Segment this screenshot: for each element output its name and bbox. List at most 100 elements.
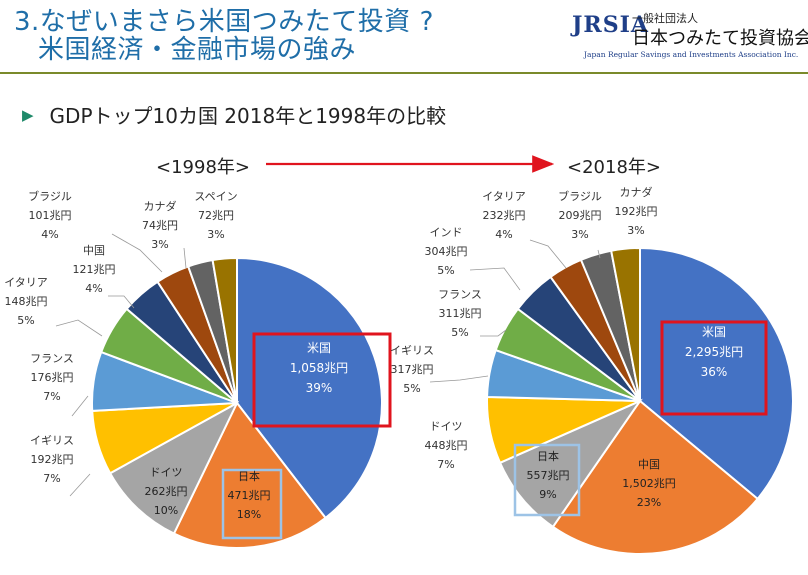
slice-label-name: 中国 <box>638 458 660 471</box>
leader-line <box>55 319 103 337</box>
slice-label-percent: 3% <box>207 228 224 241</box>
slice-label-percent: 36% <box>701 365 728 379</box>
leader-line <box>183 247 187 269</box>
pie-slice <box>639 246 794 501</box>
slice-label-name: イギリス <box>30 434 74 447</box>
leader-line <box>429 375 489 383</box>
slice-label-name: ブラジル <box>28 189 72 203</box>
leader-line <box>597 249 601 259</box>
slice-label-percent: 5% <box>451 326 468 339</box>
title-line-1: 3.なぜいまさら米国つみたて投資 ? <box>14 7 434 37</box>
pie-slice <box>551 399 760 555</box>
leader-line <box>480 329 507 337</box>
slice-label-name: 米国 <box>702 325 726 339</box>
slice-label-percent: 18% <box>237 508 261 521</box>
pie-slice <box>498 398 643 529</box>
slice-label-value: 471兆円 <box>228 489 271 502</box>
slice-label-value: 232兆円 <box>483 209 526 222</box>
slice-label-percent: 4% <box>41 228 58 241</box>
slice-label-name: フランス <box>30 352 74 365</box>
slice-label-name: スペイン <box>194 190 237 203</box>
slice-label-name: カナダ <box>620 185 653 199</box>
pie-slice <box>211 256 238 404</box>
slice-label-value: 74兆円 <box>142 219 178 232</box>
slice-label-name: インド <box>430 226 463 239</box>
slice-label-name: カナダ <box>144 199 177 213</box>
leader-line <box>71 395 89 417</box>
pie-slice <box>610 246 641 402</box>
slice-label-value: 1,502兆円 <box>622 477 676 490</box>
slice-label-percent: 5% <box>403 382 420 395</box>
slice-label-name: ドイツ <box>150 466 183 479</box>
slice-label-percent: 4% <box>85 282 102 295</box>
logo-org-name: 日本つみたて投資協会 <box>632 28 808 49</box>
pie-slice <box>172 401 327 549</box>
association-logo: JRSIA 一般社団法人 日本つみたて投資協会 Japan Regular Sa… <box>566 8 808 64</box>
leader-line <box>111 233 163 273</box>
bullet-triangle-icon: ▶ <box>22 105 34 124</box>
slice-label-value: 557兆円 <box>527 469 570 482</box>
page-title: 3.なぜいまさら米国つみたて投資 ? 米国経済・金融市場の強み <box>14 8 554 64</box>
slice-label-percent: 7% <box>43 472 60 485</box>
logo-mark: JRSIA <box>572 12 649 38</box>
slice-label-name: フランス <box>438 288 482 301</box>
slice-label-name: イタリア <box>482 190 526 203</box>
leader-line <box>529 239 567 269</box>
slice-label-percent: 23% <box>637 496 661 509</box>
slice-label-value: 148兆円 <box>5 295 48 308</box>
slice-label-percent: 7% <box>437 458 454 471</box>
slice-label-name: イギリス <box>390 344 434 357</box>
chart-title-2018: <2018年> <box>567 157 661 178</box>
slice-label-percent: 39% <box>306 381 333 395</box>
slice-label-percent: 7% <box>43 390 60 403</box>
slice-label-value: 192兆円 <box>31 453 74 466</box>
slide-subtitle: ▶ GDPトップ10カ国 2018年と1998年の比較 <box>22 100 446 129</box>
leader-line <box>108 295 135 309</box>
slice-label-value: 311兆円 <box>439 307 482 320</box>
slice-label-name: ブラジル <box>558 189 602 203</box>
logo-org-type: 一般社団法人 <box>632 12 698 25</box>
slice-label-percent: 5% <box>17 314 34 327</box>
slice-label-value: 121兆円 <box>73 263 116 276</box>
highlight-box-blue <box>513 443 581 517</box>
slice-label-name: 米国 <box>307 341 331 355</box>
slice-label-value: 304兆円 <box>425 245 468 258</box>
slice-label-percent: 3% <box>571 228 588 241</box>
leader-line <box>469 267 521 291</box>
title-divider <box>0 72 808 74</box>
slice-label-name: 日本 <box>537 449 559 463</box>
slice-label-value: 317兆円 <box>391 363 434 376</box>
slice-label-value: 72兆円 <box>198 209 234 222</box>
slice-label-value: 192兆円 <box>615 205 658 218</box>
pie-slice <box>108 400 240 535</box>
chart-title-1998: <1998年> <box>156 157 250 178</box>
slice-label-name: 日本 <box>238 469 260 483</box>
pie-chart-0: 米国 1,058兆円 39% 日本 471兆円 18% ドイツ 262兆円 10% イギリス 192… <box>4 189 392 549</box>
slice-label-percent: 3% <box>627 224 644 237</box>
slice-label-value: 101兆円 <box>29 209 72 222</box>
slice-label-value: 448兆円 <box>425 439 468 452</box>
slice-label-percent: 9% <box>539 488 556 501</box>
slice-label-value: 262兆円 <box>145 485 188 498</box>
logo-org-english: Japan Regular Savings and Investments As… <box>584 50 799 59</box>
slice-label-percent: 4% <box>495 228 512 241</box>
leader-line <box>69 473 91 497</box>
slice-label-percent: 5% <box>437 264 454 277</box>
slice-label-value: 2,295兆円 <box>685 345 743 359</box>
slice-label-value: 209兆円 <box>559 209 602 222</box>
slice-label-percent: 3% <box>151 238 168 251</box>
subtitle-text: GDPトップ10カ国 2018年と1998年の比較 <box>49 104 447 128</box>
slice-label-value: 1,058兆円 <box>290 361 348 375</box>
highlight-box-red <box>252 332 392 428</box>
slice-label-percent: 10% <box>154 504 178 517</box>
slice-label-value: 176兆円 <box>31 371 74 384</box>
pie-chart-1: 米国 2,295兆円 36% 中国 1,502兆円 23% 日本 557兆円 9% ドイツ 448兆… <box>390 185 794 555</box>
slice-label-name: 中国 <box>83 244 105 257</box>
pie-slice <box>236 256 383 520</box>
title-line-2: 米国経済・金融市場の強み <box>38 35 357 65</box>
highlight-box-red <box>660 320 768 416</box>
highlight-box-blue <box>221 468 283 540</box>
slice-label-name: ドイツ <box>430 420 463 433</box>
slice-label-name: イタリア <box>4 276 48 289</box>
